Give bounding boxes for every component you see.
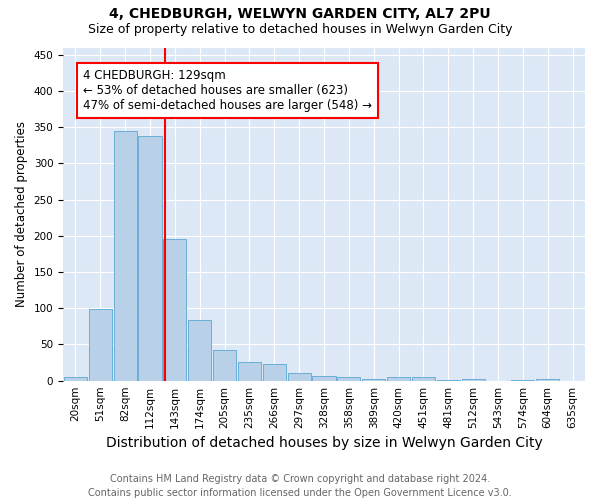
Text: Contains HM Land Registry data © Crown copyright and database right 2024.
Contai: Contains HM Land Registry data © Crown c… xyxy=(88,474,512,498)
Bar xyxy=(337,377,361,380)
Text: Size of property relative to detached houses in Welwyn Garden City: Size of property relative to detached ho… xyxy=(88,22,512,36)
Y-axis label: Number of detached properties: Number of detached properties xyxy=(15,121,28,307)
Bar xyxy=(64,377,87,380)
Bar xyxy=(313,376,335,380)
Bar xyxy=(362,378,385,380)
Bar xyxy=(139,136,161,380)
Bar xyxy=(412,377,435,380)
Bar xyxy=(113,131,137,380)
Bar xyxy=(89,309,112,380)
Bar xyxy=(287,374,311,380)
Bar xyxy=(387,377,410,380)
Bar xyxy=(188,320,211,380)
X-axis label: Distribution of detached houses by size in Welwyn Garden City: Distribution of detached houses by size … xyxy=(106,436,542,450)
Bar xyxy=(238,362,261,380)
Bar xyxy=(536,378,559,380)
Bar xyxy=(263,364,286,380)
Bar xyxy=(213,350,236,380)
Text: 4, CHEDBURGH, WELWYN GARDEN CITY, AL7 2PU: 4, CHEDBURGH, WELWYN GARDEN CITY, AL7 2P… xyxy=(109,8,491,22)
Text: 4 CHEDBURGH: 129sqm
← 53% of detached houses are smaller (623)
47% of semi-detac: 4 CHEDBURGH: 129sqm ← 53% of detached ho… xyxy=(83,69,372,112)
Bar xyxy=(163,238,187,380)
Bar xyxy=(461,378,485,380)
